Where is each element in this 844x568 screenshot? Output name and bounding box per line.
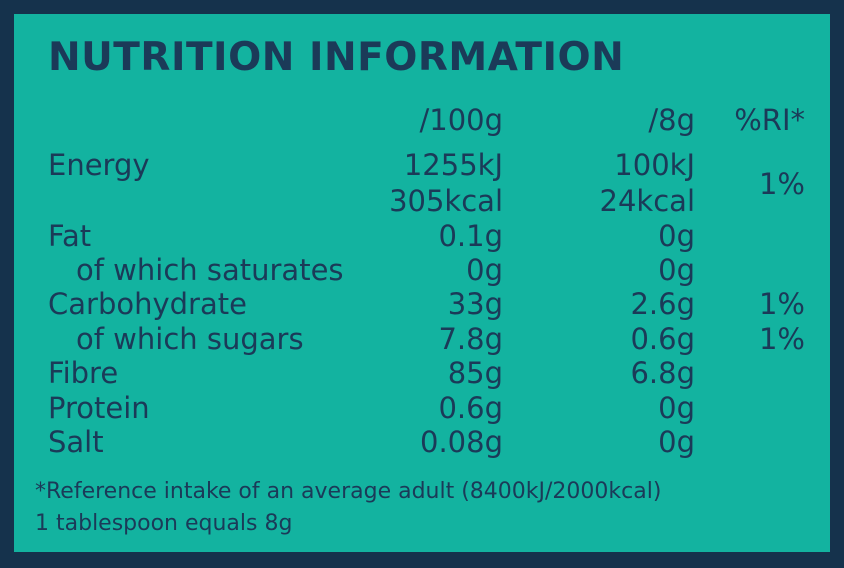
nutrient-label: Fibre [48,356,119,390]
column-header: /8g [648,103,695,137]
value-per-100g: 1255kJ [403,148,503,182]
value-per-100g: 85g [447,356,503,390]
nutrient-label: Protein [48,391,150,425]
value-ri: 1% [758,287,805,321]
value-per-100g: 305kcal [389,184,503,218]
nutrient-label: of which saturates [76,253,344,287]
value-per-8g: 0g [658,391,695,425]
value-ri: 1% [758,322,805,356]
value-per-8g: 24kcal [599,184,695,218]
column-header: /100g [419,103,503,137]
value-per-100g: 7.8g [438,322,503,356]
column-header: %RI* [734,103,805,137]
nutrient-label: Salt [48,425,104,459]
nutrient-label: Fat [48,219,92,253]
value-per-8g: 0.6g [630,322,695,356]
nutrition-panel: NUTRITION INFORMATION /100g /8g %RI* Ene… [14,14,830,552]
value-per-8g: 2.6g [630,287,695,321]
value-per-100g: 33g [447,287,503,321]
value-per-8g: 0g [658,425,695,459]
value-per-8g: 0g [658,253,695,287]
title: NUTRITION INFORMATION [48,35,625,80]
value-per-100g: 0.08g [420,425,503,459]
value-ri: 1% [758,167,805,201]
footnote: 1 tablespoon equals 8g [35,511,293,536]
nutrient-label: of which sugars [76,322,304,356]
value-per-100g: 0g [466,253,503,287]
nutrient-label: Carbohydrate [48,287,247,321]
footnote: *Reference intake of an average adult (8… [35,479,662,504]
nutrient-label: Energy [48,148,150,182]
value-per-8g: 6.8g [630,356,695,390]
value-per-8g: 100kJ [614,148,695,182]
value-per-100g: 0.6g [438,391,503,425]
value-per-100g: 0.1g [438,219,503,253]
value-per-8g: 0g [658,219,695,253]
